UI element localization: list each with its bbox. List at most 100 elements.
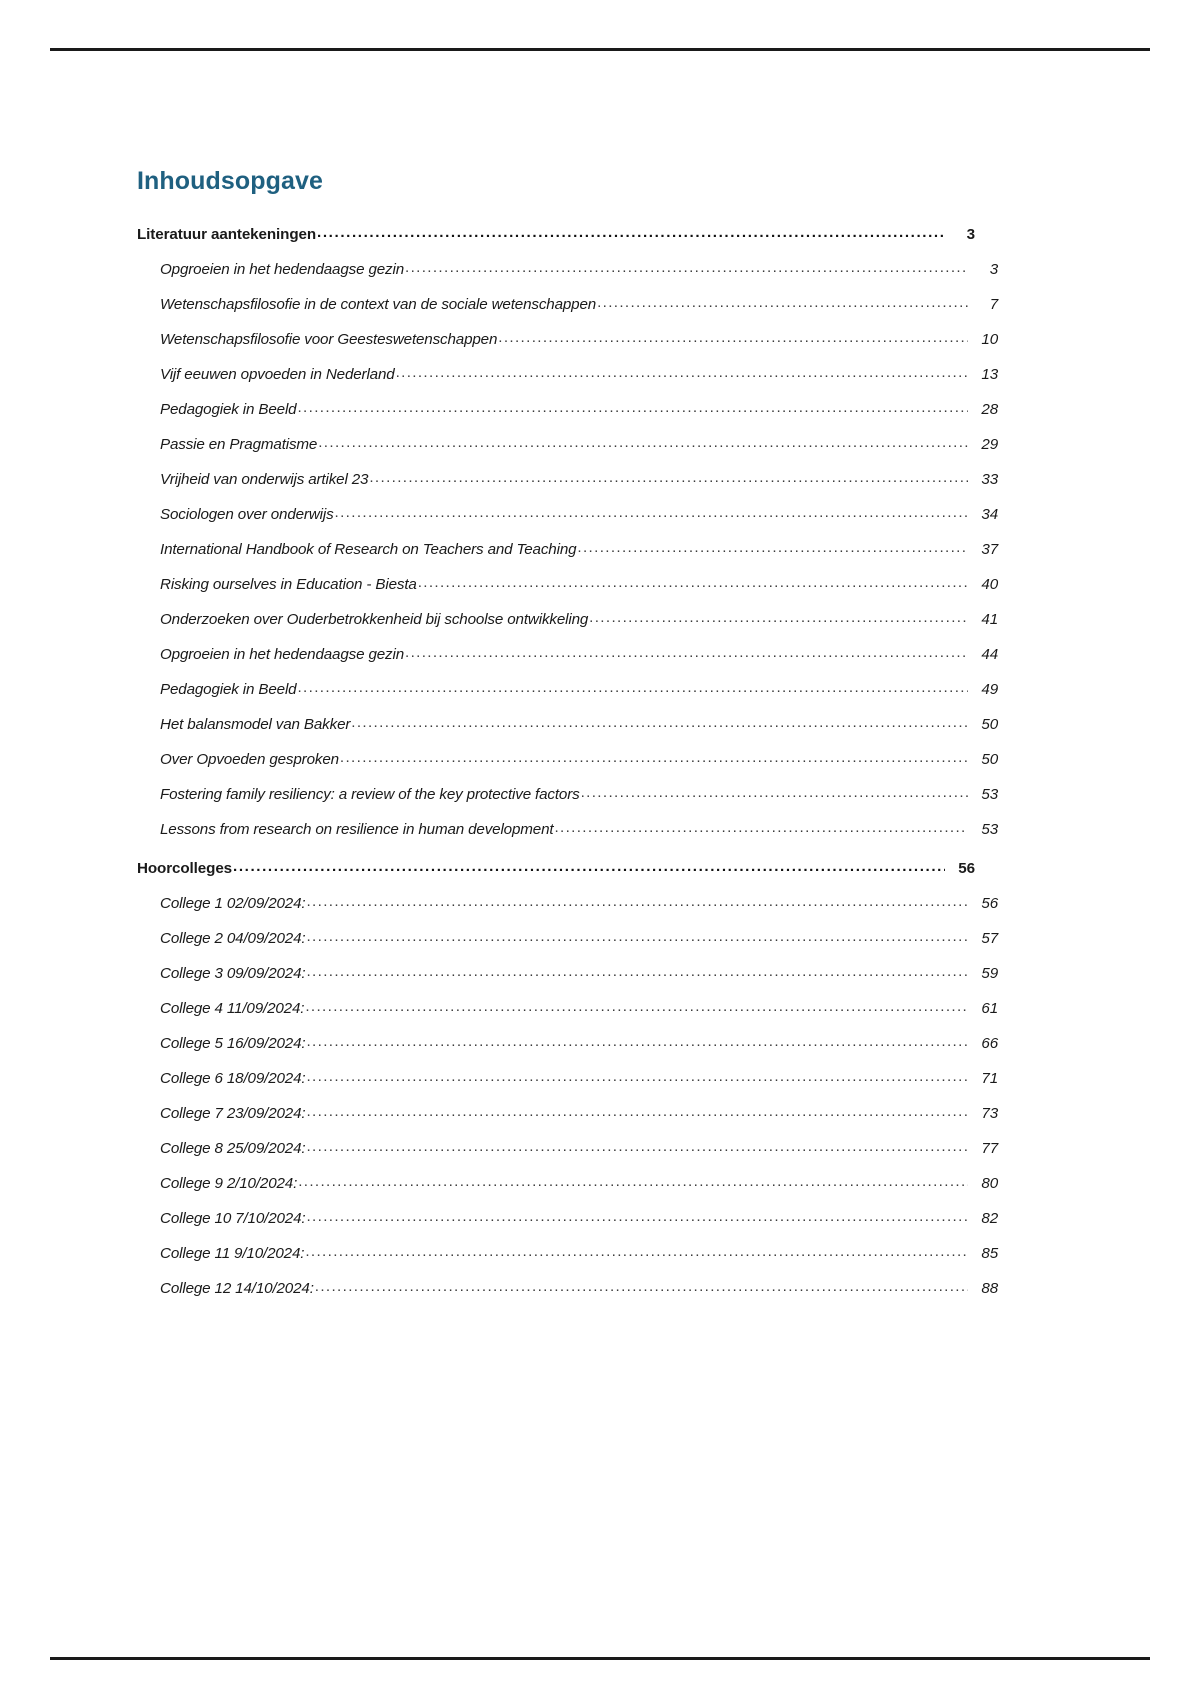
toc-entry-page-number: 56 [958, 859, 975, 877]
toc-container: Inhoudsopgave Literatuur aantekeningen..… [137, 167, 998, 1315]
toc-entry[interactable]: Over Opvoeden gesproken.................… [137, 748, 998, 768]
toc-leader-dots: ........................................… [554, 818, 968, 836]
toc-entry[interactable]: Pedagogiek in Beeld.....................… [137, 678, 998, 698]
toc-entry[interactable]: Het balansmodel van Bakker..............… [137, 714, 998, 733]
toc-entry-page-number: 71 [981, 1069, 998, 1087]
toc-leader-dots: ........................................… [369, 468, 968, 486]
toc-list: Literatuur aantekeningen................… [137, 224, 998, 1297]
toc-entry-page-number: 13 [981, 365, 998, 383]
toc-entry[interactable]: College 6 18/09/2024:...................… [137, 1067, 998, 1087]
toc-entry-page-number: 37 [981, 540, 998, 558]
toc-entry[interactable]: Pedagogiek in Beeld.....................… [137, 398, 998, 418]
toc-entry-page-number: 53 [981, 820, 998, 838]
toc-entry[interactable]: Hoorcolleges............................… [137, 858, 975, 877]
toc-entry-page-number: 10 [981, 330, 998, 348]
toc-entry-label: Wetenschapsfilosofie in de context van d… [160, 295, 597, 313]
toc-entry-label: Literatuur aantekeningen [137, 225, 317, 243]
toc-entry[interactable]: College 2 04/09/2024:...................… [137, 927, 998, 947]
toc-entry-label: Opgroeien in het hedendaagse gezin [160, 260, 405, 278]
toc-entry-page-number: 59 [981, 964, 998, 982]
toc-entry[interactable]: Passie en Pragmatisme...................… [137, 433, 998, 453]
toc-entry-page-number: 50 [981, 715, 998, 733]
toc-entry-label: College 3 09/09/2024: [160, 964, 306, 982]
toc-entry-label: College 12 14/10/2024: [160, 1279, 314, 1297]
footer-rule [50, 1657, 1150, 1660]
page-title: Inhoudsopgave [137, 167, 324, 195]
toc-entry[interactable]: College 3 09/09/2024:...................… [137, 963, 998, 982]
toc-entry-page-number: 57 [981, 929, 998, 947]
toc-entry[interactable]: Vrijheid van onderwijs artikel 23.......… [137, 468, 998, 488]
toc-entry-label: Passie en Pragmatisme [160, 435, 318, 453]
toc-leader-dots: ........................................… [306, 1032, 968, 1050]
toc-entry-label: College 9 2/10/2024: [160, 1174, 298, 1192]
toc-entry-page-number: 34 [981, 505, 998, 523]
toc-entry[interactable]: Onderzoeken over Ouderbetrokkenheid bij … [137, 608, 998, 628]
toc-entry-label: Pedagogiek in Beeld [160, 680, 297, 698]
toc-leader-dots: ........................................… [306, 1067, 968, 1085]
toc-entry-label: Vrijheid van onderwijs artikel 23 [160, 470, 369, 488]
toc-entry-label: Sociologen over onderwijs [160, 505, 334, 523]
toc-entry-page-number: 41 [981, 610, 998, 628]
toc-entry-label: College 11 9/10/2024: [160, 1244, 305, 1262]
header-rule [50, 48, 1150, 51]
toc-entry-page-number: 50 [981, 750, 998, 768]
toc-entry[interactable]: Wetenschapsfilosofie voor Geesteswetensc… [137, 329, 998, 348]
toc-entry[interactable]: Opgroeien in het hedendaagse gezin......… [137, 258, 998, 278]
toc-entry[interactable]: Wetenschapsfilosofie in de context van d… [137, 293, 998, 313]
toc-entry[interactable]: College 10 7/10/2024:...................… [137, 1208, 998, 1227]
toc-entry[interactable]: College 7 23/09/2024:...................… [137, 1102, 998, 1122]
toc-leader-dots: ........................................… [395, 363, 968, 381]
toc-entry-label: Fostering family resiliency: a review of… [160, 785, 580, 803]
toc-entry-label: College 2 04/09/2024: [160, 929, 306, 947]
toc-entry[interactable]: Risking ourselves in Education - Biesta.… [137, 574, 998, 593]
toc-leader-dots: ........................................… [306, 1137, 968, 1155]
toc-entry-label: Wetenschapsfilosofie voor Geesteswetensc… [160, 330, 498, 348]
toc-leader-dots: ........................................… [297, 398, 968, 416]
toc-entry-page-number: 28 [981, 400, 998, 418]
toc-entry-page-number: 77 [981, 1139, 998, 1157]
toc-entry[interactable]: Literatuur aantekeningen................… [137, 224, 975, 243]
toc-leader-dots: ........................................… [339, 748, 968, 766]
toc-entry-page-number: 88 [981, 1279, 998, 1297]
toc-entry[interactable]: College 8 25/09/2024:...................… [137, 1137, 998, 1157]
toc-leader-dots: ........................................… [314, 1277, 968, 1295]
toc-entry-label: Risking ourselves in Education - Biesta [160, 575, 417, 593]
toc-leader-dots: ........................................… [306, 1102, 968, 1120]
toc-leader-dots: ........................................… [318, 433, 968, 451]
toc-entry[interactable]: College 5 16/09/2024:...................… [137, 1032, 998, 1052]
toc-leader-dots: ........................................… [405, 258, 968, 276]
toc-entry-page-number: 3 [966, 225, 975, 243]
toc-leader-dots: ........................................… [589, 608, 968, 626]
toc-entry[interactable]: Sociologen over onderwijs...............… [137, 504, 998, 523]
toc-entry-label: Lessons from research on resilience in h… [160, 820, 554, 838]
toc-entry[interactable]: College 9 2/10/2024:....................… [137, 1173, 998, 1192]
toc-leader-dots: ........................................… [297, 678, 968, 696]
toc-leader-dots: ........................................… [577, 538, 968, 556]
toc-entry-label: College 5 16/09/2024: [160, 1034, 306, 1052]
toc-entry-label: International Handbook of Research on Te… [160, 540, 577, 558]
toc-entry-page-number: 7 [989, 295, 998, 313]
toc-entry-label: Hoorcolleges [137, 859, 233, 877]
toc-entry-label: College 6 18/09/2024: [160, 1069, 306, 1087]
toc-entry[interactable]: College 11 9/10/2024:...................… [137, 1243, 998, 1262]
toc-entry-label: College 7 23/09/2024: [160, 1104, 306, 1122]
toc-entry-page-number: 73 [981, 1104, 998, 1122]
toc-entry[interactable]: International Handbook of Research on Te… [137, 538, 998, 558]
toc-entry-label: Opgroeien in het hedendaagse gezin [160, 645, 405, 663]
toc-entry-page-number: 33 [981, 470, 998, 488]
toc-entry[interactable]: Lessons from research on resilience in h… [137, 818, 998, 838]
toc-entry-page-number: 82 [981, 1209, 998, 1227]
toc-entry[interactable]: Fostering family resiliency: a review of… [137, 784, 998, 803]
toc-entry-label: Het balansmodel van Bakker [160, 715, 351, 733]
toc-entry[interactable]: College 4 11/09/2024:...................… [137, 998, 998, 1017]
toc-leader-dots: ........................................… [597, 293, 968, 311]
toc-entry-page-number: 53 [981, 785, 998, 803]
toc-entry[interactable]: Vijf eeuwen opvoeden in Nederland.......… [137, 363, 998, 383]
toc-entry[interactable]: College 12 14/10/2024:..................… [137, 1277, 998, 1297]
toc-entry[interactable]: Opgroeien in het hedendaagse gezin......… [137, 644, 998, 663]
toc-entry[interactable]: College 1 02/09/2024:...................… [137, 893, 998, 912]
toc-leader-dots: ........................................… [306, 927, 968, 945]
toc-entry-page-number: 56 [981, 894, 998, 912]
toc-entry-label: College 1 02/09/2024: [160, 894, 306, 912]
